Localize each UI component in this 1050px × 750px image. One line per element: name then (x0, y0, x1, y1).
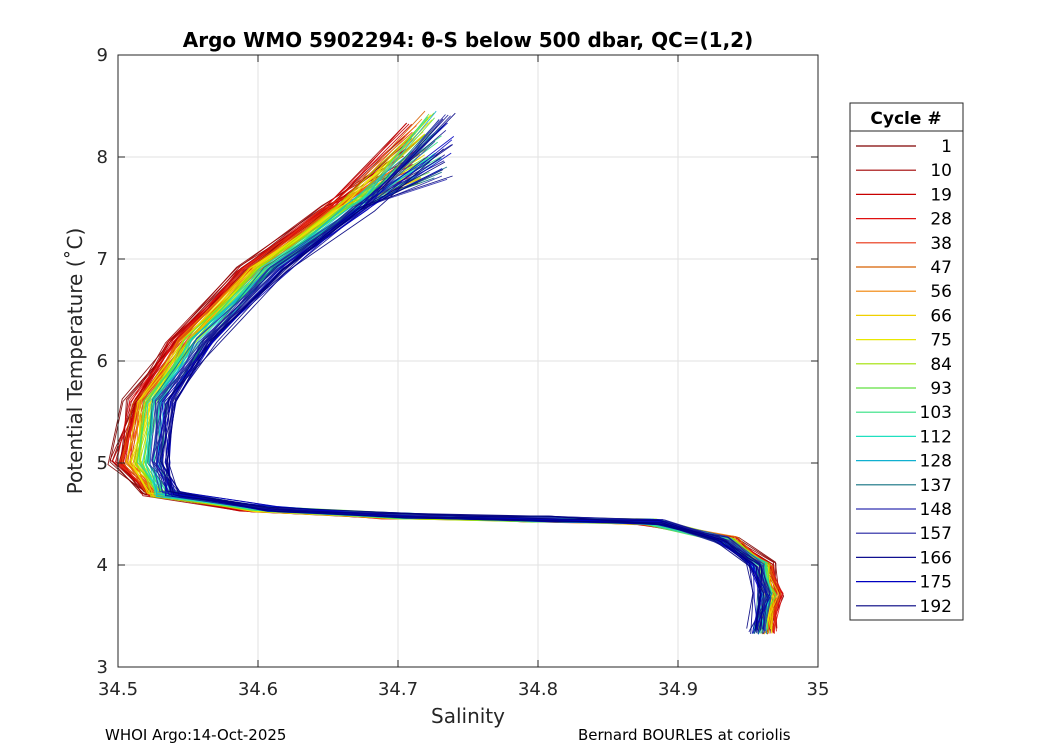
legend-label: 28 (930, 210, 952, 230)
y-tick-label: 5 (97, 453, 108, 474)
footer-left: WHOI Argo:14-Oct-2025 (105, 726, 287, 744)
x-tick-label: 34.9 (658, 679, 698, 700)
legend-label: 66 (930, 306, 952, 326)
y-tick-label: 7 (97, 249, 108, 270)
legend-label: 56 (930, 282, 952, 302)
x-tick-label: 34.5 (98, 679, 138, 700)
legend-label: 1 (941, 137, 952, 157)
legend-label: 93 (930, 379, 952, 399)
grid-lines (118, 55, 818, 667)
y-tick-label: 8 (97, 147, 108, 168)
legend-label: 128 (920, 452, 952, 472)
y-axis-label: Potential Temperature (˚C) (63, 228, 87, 495)
legend-items: 1 10 19 28 38 47 56 66 75 84 93 103 112 128 137 148 157 1… (856, 137, 952, 617)
profile-curve (166, 169, 763, 630)
legend-label: 166 (920, 548, 952, 568)
y-tick-label: 4 (97, 555, 108, 576)
profile-curves (107, 110, 785, 635)
chart-title: Argo WMO 5902294: θ-S below 500 dbar, QC… (183, 28, 753, 52)
footer-right: Bernard BOURLES at coriolis (578, 726, 791, 744)
legend-title: Cycle # (870, 109, 941, 129)
legend-label: 192 (920, 597, 952, 617)
legend-label: 10 (930, 161, 952, 181)
axis-ticks: 34.5 34.6 34.7 34.8 34.9 35 3 4 5 6 7 8 9 (97, 45, 830, 700)
x-tick-label: 34.7 (378, 679, 418, 700)
y-tick-label: 3 (97, 657, 108, 678)
legend-label: 38 (930, 234, 952, 254)
legend-label: 84 (930, 355, 952, 375)
legend-label: 137 (920, 476, 952, 496)
profile-curve (137, 142, 767, 631)
profile-curve (164, 148, 754, 635)
profile-curve (159, 175, 754, 629)
x-axis-label: Salinity (431, 704, 505, 728)
profile-curve (167, 112, 765, 631)
x-tick-label: 34.6 (238, 679, 278, 700)
legend-box (849, 102, 964, 621)
y-tick-label: 9 (97, 45, 108, 66)
x-tick-label: 35 (807, 679, 830, 700)
legend-label: 47 (930, 258, 952, 278)
legend-label: 148 (920, 500, 952, 520)
x-tick-label: 34.8 (518, 679, 558, 700)
legend-label: 75 (930, 331, 952, 351)
legend-label: 175 (920, 573, 952, 593)
legend-label: 103 (920, 403, 952, 423)
legend-label: 157 (920, 524, 952, 544)
y-tick-label: 6 (97, 351, 108, 372)
legend-label: 19 (930, 185, 952, 205)
legend: Cycle # 1 10 19 28 38 47 56 66 75 84 93 103 112 128 13… (849, 102, 964, 621)
legend-label: 112 (920, 427, 952, 447)
